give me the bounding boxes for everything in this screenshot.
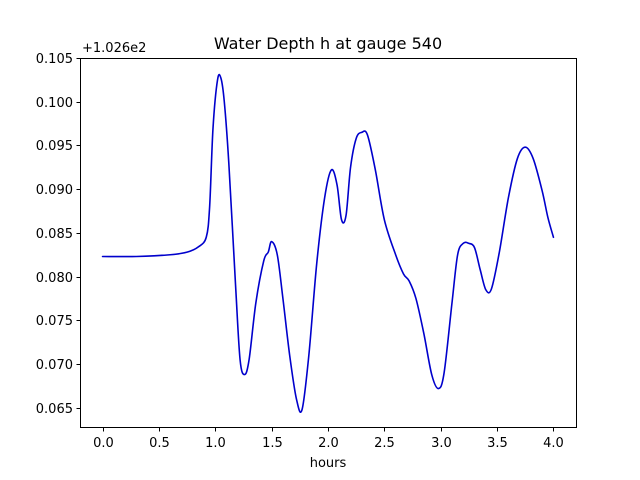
y-tick-label: 0.075	[36, 314, 73, 329]
y-axis: 0.065 0.070 0.075 0.080 0.085 0.090 0.095 0.100…	[36, 52, 81, 417]
chart-title: Water Depth h at gauge 540	[214, 34, 442, 53]
x-axis: 0.0 0.5 1.0 1.5 2.0 2.5 3.0 3.5 4.0	[93, 427, 564, 451]
x-axis-label: hours	[310, 456, 347, 471]
x-tick-label: 1.0	[205, 436, 226, 451]
y-tick-label: 0.090	[36, 183, 73, 198]
plot-area-frame	[80, 58, 577, 428]
series-line	[101, 73, 555, 414]
y-tick-label: 0.080	[36, 271, 73, 286]
y-tick-label: 0.095	[36, 139, 73, 154]
y-tick-label: 0.065	[36, 402, 73, 417]
y-tick-label: 0.070	[36, 358, 73, 373]
x-tick-label: 1.5	[262, 436, 283, 451]
y-axis-offset-label: +1.026e2	[82, 41, 146, 56]
y-tick-label: 0.100	[36, 96, 73, 111]
y-tick-label: 0.105	[36, 52, 73, 67]
x-tick-label: 4.0	[543, 436, 564, 451]
x-tick-label: 3.0	[431, 436, 452, 451]
y-tick-label: 0.085	[36, 227, 73, 242]
x-tick-label: 0.0	[93, 436, 114, 451]
x-tick-label: 3.5	[487, 436, 508, 451]
x-tick-label: 2.5	[374, 436, 395, 451]
x-tick-label: 0.5	[149, 436, 170, 451]
x-tick-label: 2.0	[318, 436, 339, 451]
series-layer	[101, 73, 555, 414]
